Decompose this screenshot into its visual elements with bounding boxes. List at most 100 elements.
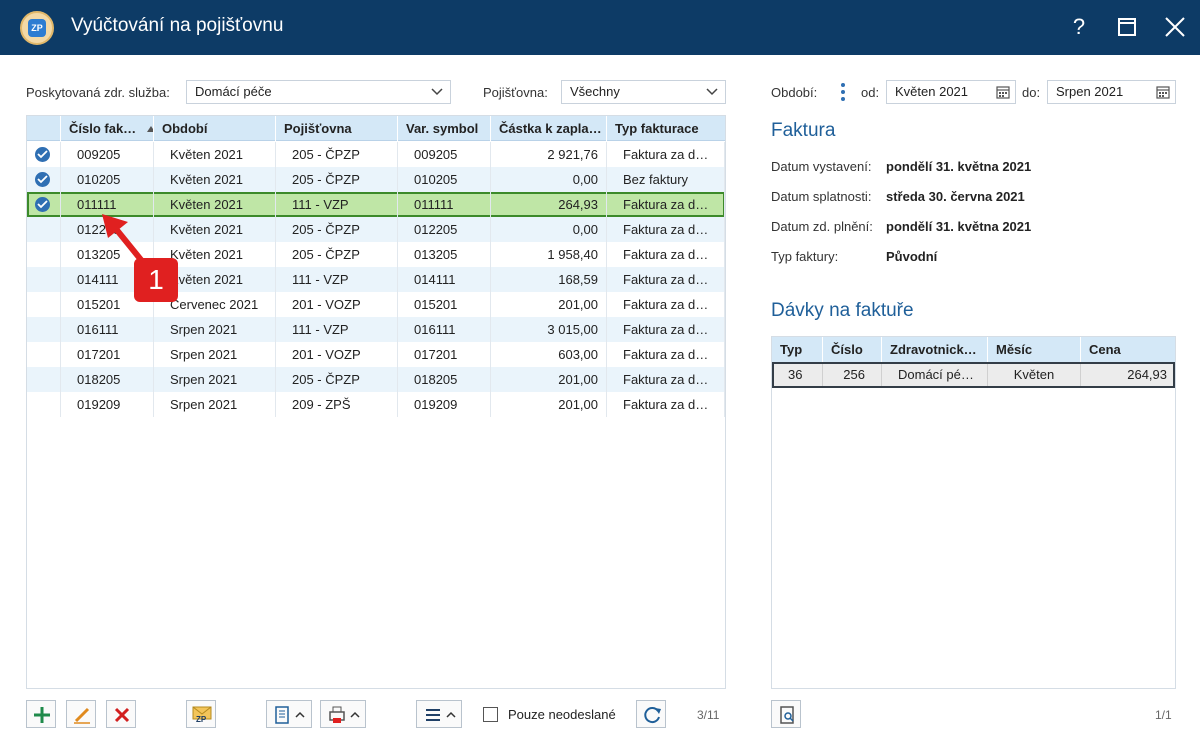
table-row[interactable]: 009205 Květen 2021 205 - ČPZP 009205 2 921,7… [27, 142, 725, 167]
delete-button[interactable] [106, 700, 136, 728]
row-select-cell[interactable] [27, 217, 61, 242]
row-select-cell[interactable] [27, 317, 61, 342]
close-button[interactable] [1160, 12, 1190, 42]
cell-insurer: 205 - ČPZP [276, 167, 398, 192]
period-label: Období: [771, 85, 818, 100]
cell-period: Červenec 2021 [154, 292, 276, 317]
row-select-cell[interactable] [27, 292, 61, 317]
cell-billing-type: Faktura za d… [607, 242, 725, 267]
grid-header: Číslo fak… Období Pojišťovna Var. symbol… [27, 116, 725, 141]
cell-period: Srpen 2021 [154, 317, 276, 342]
preview-batch-button[interactable] [771, 700, 801, 728]
calendar-icon[interactable] [1156, 85, 1170, 99]
refresh-button[interactable] [636, 700, 666, 728]
batches-grid[interactable]: Typ Číslo Zdravotnick… Měsíc Cena 36 256… [771, 336, 1176, 689]
cell-period: Srpen 2021 [154, 342, 276, 367]
batch-mesic: Květen [988, 364, 1081, 386]
col-header-number[interactable]: Číslo fak… [61, 116, 154, 141]
hamburger-menu-icon [426, 709, 456, 721]
table-row[interactable]: 019209 Srpen 2021 209 - ZPŠ 019209 201,00 Fak… [27, 392, 725, 417]
cell-number: 015201 [61, 292, 154, 317]
service-select[interactable]: Domácí péče [186, 80, 451, 104]
more-menu-button[interactable] [416, 700, 462, 728]
to-date-field[interactable]: Srpen 2021 [1047, 80, 1176, 104]
col-header-amount[interactable]: Částka k zapla… [491, 116, 607, 141]
cell-number: 013205 [61, 242, 154, 267]
cell-amount: 168,59 [491, 267, 607, 292]
table-row[interactable]: 010205 Květen 2021 205 - ČPZP 010205 0,00 Bez… [27, 167, 725, 192]
from-date-field[interactable]: Květen 2021 [886, 80, 1016, 104]
col-header-var-symbol[interactable]: Var. symbol [398, 116, 491, 141]
maximize-icon [1118, 18, 1136, 36]
cell-var-symbol: 017201 [398, 342, 491, 367]
checkmark-icon [35, 197, 50, 212]
annotation-badge: 1 [134, 258, 178, 302]
cell-billing-type: Faktura za d… [607, 367, 725, 392]
maximize-button[interactable] [1112, 12, 1142, 42]
row-select-cell[interactable] [27, 392, 61, 417]
send-zp-button[interactable]: ZP [186, 700, 216, 728]
cell-insurer: 209 - ZPŠ [276, 392, 398, 417]
table-row[interactable]: 015201 Červenec 2021 201 - VOZP 015201 201,0… [27, 292, 725, 317]
checkmark-icon [35, 147, 50, 162]
cell-number: 011111 [61, 192, 154, 217]
help-button[interactable]: ? [1072, 14, 1086, 39]
edit-button[interactable] [66, 700, 96, 728]
sort-ascending-icon [146, 126, 153, 132]
batches-heading: Dávky na faktuře [771, 300, 914, 321]
issue-date-label: Datum vystavení: [771, 159, 872, 174]
cell-var-symbol: 011111 [398, 192, 491, 217]
table-row[interactable]: 017201 Srpen 2021 201 - VOZP 017201 603,00 Fa… [27, 342, 725, 367]
cell-period: Květen 2021 [154, 167, 276, 192]
invoice-type-label: Typ faktury: [771, 249, 839, 264]
cell-period: Květen 2021 [154, 242, 276, 267]
col-header-typ[interactable]: Typ [772, 337, 823, 362]
table-row[interactable]: 011111 Květen 2021 111 - VZP 011111 264,93 Fa… [27, 192, 725, 217]
col-header-period[interactable]: Období [154, 116, 276, 141]
cell-number: 019209 [61, 392, 154, 417]
insurer-value: Všechny [570, 84, 620, 99]
col-header-mesic[interactable]: Měsíc [988, 337, 1081, 362]
col-header-cena[interactable]: Cena [1089, 342, 1121, 357]
col-header-zdrav[interactable]: Zdravotnick… [882, 337, 988, 362]
row-select-cell[interactable] [27, 342, 61, 367]
col-header-insurer[interactable]: Pojišťovna [276, 116, 398, 141]
table-row[interactable]: 013205 Květen 2021 205 - ČPZP 013205 1 958,4… [27, 242, 725, 267]
plus-icon [34, 707, 50, 723]
batch-zdrav: Domácí pé… [882, 364, 988, 386]
add-button[interactable] [26, 700, 56, 728]
only-unsent-checkbox[interactable] [483, 707, 498, 722]
row-select-cell[interactable] [27, 142, 61, 167]
calendar-icon[interactable] [996, 85, 1010, 99]
row-select-cell[interactable] [27, 367, 61, 392]
table-row[interactable]: 012205 Květen 2021 205 - ČPZP 012205 0,00 Fak… [27, 217, 725, 242]
cell-insurer: 201 - VOZP [276, 342, 398, 367]
kebab-menu-icon[interactable] [838, 82, 848, 102]
col-header-billing-type[interactable]: Typ fakturace [615, 121, 699, 136]
col-header-select[interactable] [27, 116, 61, 141]
cell-var-symbol: 019209 [398, 392, 491, 417]
only-unsent-label[interactable]: Pouze neodeslané [508, 707, 616, 722]
table-row[interactable]: 016111 Srpen 2021 111 - VZP 016111 3 015,00 F… [27, 317, 725, 342]
table-row[interactable]: 018205 Srpen 2021 205 - ČPZP 018205 201,00 Fa… [27, 367, 725, 392]
document-menu-button[interactable] [266, 700, 312, 728]
print-menu-button[interactable] [320, 700, 366, 728]
batches-grid-header: Typ Číslo Zdravotnick… Měsíc Cena [772, 337, 1175, 362]
close-icon [1165, 17, 1185, 37]
title-bar: ZP Vyúčtování na pojišťovnu ? [0, 0, 1200, 55]
cell-insurer: 205 - ČPZP [276, 217, 398, 242]
insurer-select[interactable]: Všechny [561, 80, 726, 104]
col-header-cislo[interactable]: Číslo [823, 337, 882, 362]
row-select-cell[interactable] [27, 267, 61, 292]
cell-var-symbol: 016111 [398, 317, 491, 342]
row-select-cell[interactable] [27, 192, 61, 217]
service-value: Domácí péče [195, 84, 272, 99]
delete-x-icon [114, 707, 130, 723]
batch-row[interactable]: 36 256 Domácí pé… Květen 264,93 [772, 362, 1175, 388]
invoice-grid[interactable]: Číslo fak… Období Pojišťovna Var. symbol… [26, 115, 726, 689]
to-label: do: [1022, 85, 1041, 100]
row-select-cell[interactable] [27, 167, 61, 192]
supply-date-label: Datum zd. plnění: [771, 219, 873, 234]
row-select-cell[interactable] [27, 242, 61, 267]
cell-insurer: 205 - ČPZP [276, 142, 398, 167]
